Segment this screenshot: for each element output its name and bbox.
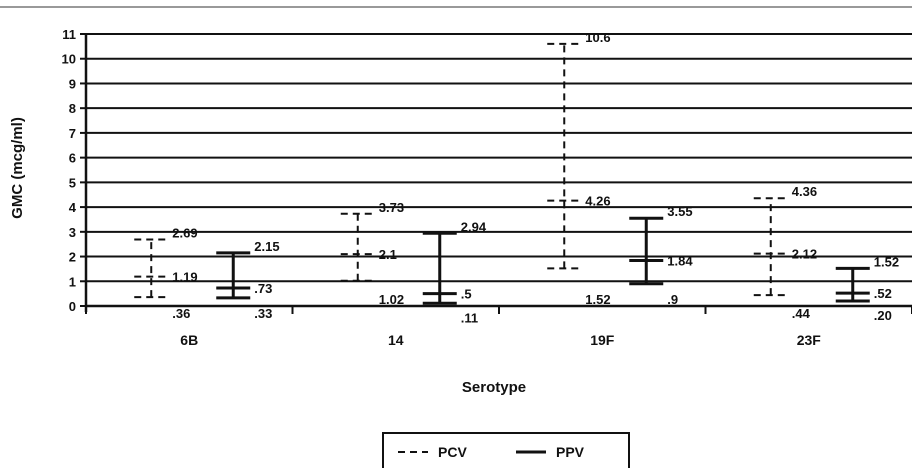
y-tick-label: 11 [62, 27, 76, 42]
x-category-label: 23F [797, 332, 822, 348]
legend-box [382, 432, 630, 468]
data-label-pcv-low: 1.52 [585, 292, 610, 307]
y-tick-label: 3 [69, 225, 76, 240]
errorbar-pcv [753, 197, 788, 297]
gridlines [86, 33, 912, 308]
y-tick-label: 2 [69, 250, 76, 265]
errorbar-ppv [835, 266, 870, 303]
y-axis-label: GMC (mcg/ml) [9, 117, 26, 219]
data-labels: 2.69 1.19 .36 3.73 2.1 1.02 10.6 4.26 1.52 4.36 2.… [172, 30, 899, 325]
data-label-ppv-low: .9 [667, 292, 678, 307]
data-label-pcv-high: 10.6 [585, 30, 610, 45]
y-tick-label: 7 [69, 126, 76, 141]
data-label-ppv-low: .20 [874, 308, 892, 323]
data-label-ppv-high: 2.15 [254, 239, 279, 254]
y-tick-label: 6 [69, 151, 76, 166]
data-label-pcv-high: 2.69 [172, 225, 197, 240]
data-label-ppv-high: 2.94 [461, 219, 487, 234]
data-label-pcv-mid: 2.12 [792, 247, 817, 262]
data-label-pcv-high: 3.73 [379, 200, 404, 215]
data-label-ppv-high: 3.55 [667, 204, 692, 219]
data-label-ppv-mid: 1.84 [667, 254, 693, 269]
legend-label-ppv: PPV [556, 444, 585, 460]
errorbar-ppv [422, 231, 457, 305]
errorbar-pcv [134, 238, 169, 299]
errorbar-pcv [340, 212, 375, 282]
data-label-ppv-mid: .73 [254, 281, 272, 296]
legend-label-pcv: PCV [438, 444, 467, 460]
y-tick-label: 9 [69, 76, 76, 91]
y-tick-label: 1 [69, 274, 76, 289]
data-label-pcv-low: 1.02 [379, 292, 404, 307]
y-tick-label: 4 [69, 200, 77, 215]
y-tick-label: 0 [69, 299, 76, 314]
errorbar-pcv [547, 42, 582, 270]
data-label-pcv-low: .36 [172, 306, 190, 321]
data-label-pcv-mid: 2.1 [379, 247, 397, 262]
data-label-ppv-low: .33 [254, 306, 272, 321]
errorbar-ppv [216, 251, 251, 300]
error-bars [134, 42, 870, 305]
data-label-ppv-mid: .52 [874, 286, 892, 301]
x-axis: 6B 14 19F 23F [84, 34, 912, 348]
data-label-ppv-mid: .5 [461, 287, 472, 302]
y-tick-label: 5 [69, 175, 76, 190]
data-label-pcv-mid: 1.19 [172, 270, 197, 285]
y-tick-label: 10 [62, 52, 76, 67]
data-label-pcv-mid: 4.26 [585, 194, 610, 209]
data-label-ppv-low: .11 [461, 310, 478, 325]
legend: PCV PPV [382, 432, 630, 468]
y-axis-ticks: 0 1 2 3 4 5 6 7 8 9 10 11 [62, 27, 86, 314]
y-tick-label: 8 [69, 101, 76, 116]
data-label-pcv-high: 4.36 [792, 184, 817, 199]
x-axis-label: Serotype [462, 379, 526, 396]
data-label-ppv-high: 1.52 [874, 254, 899, 269]
x-category-label: 14 [388, 332, 404, 348]
data-label-pcv-low: .44 [792, 306, 811, 321]
x-category-label: 19F [590, 332, 615, 348]
errorbar-ppv [629, 216, 664, 286]
x-category-label: 6B [180, 332, 198, 348]
